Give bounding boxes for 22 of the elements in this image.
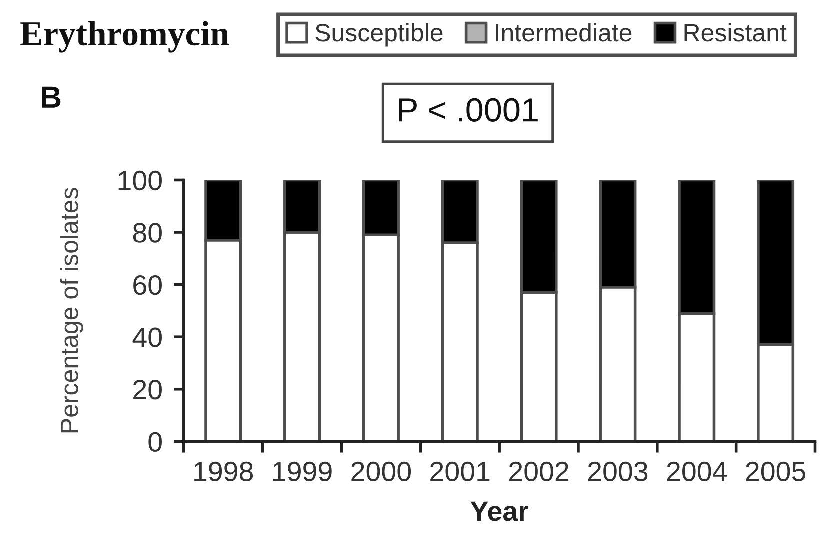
y-tick-label: 80 <box>133 223 162 243</box>
x-tick-label: 2000 <box>352 462 412 482</box>
x-tick-label: 2002 <box>510 462 569 482</box>
text: P < .0001 <box>399 98 538 122</box>
legend-label: Intermediate <box>496 23 632 42</box>
x-tick-label: 1999 <box>274 462 332 482</box>
legend-label: Susceptible <box>316 23 443 47</box>
y-tick-label: 60 <box>134 275 162 296</box>
y-tick-label: 20 <box>134 380 162 400</box>
chart-title: Erythromycin <box>20 21 230 53</box>
x-tick-label: 2005 <box>746 462 806 482</box>
x-tick-label: 2001 <box>430 462 490 482</box>
x-axis-title: Year <box>470 502 529 522</box>
x-tick-label: 2003 <box>588 462 648 482</box>
legend-label: Resistant <box>684 23 787 42</box>
x-tick-label: 2004 <box>667 462 727 482</box>
text: B <box>42 86 61 108</box>
y-axis-title: Percentage of isolates <box>60 188 84 433</box>
x-tick-label: 1998 <box>194 462 254 482</box>
y-tick-label: 40 <box>132 328 162 348</box>
y-tick-label: 0 <box>148 432 162 452</box>
y-tick-label: 100 <box>118 170 162 191</box>
